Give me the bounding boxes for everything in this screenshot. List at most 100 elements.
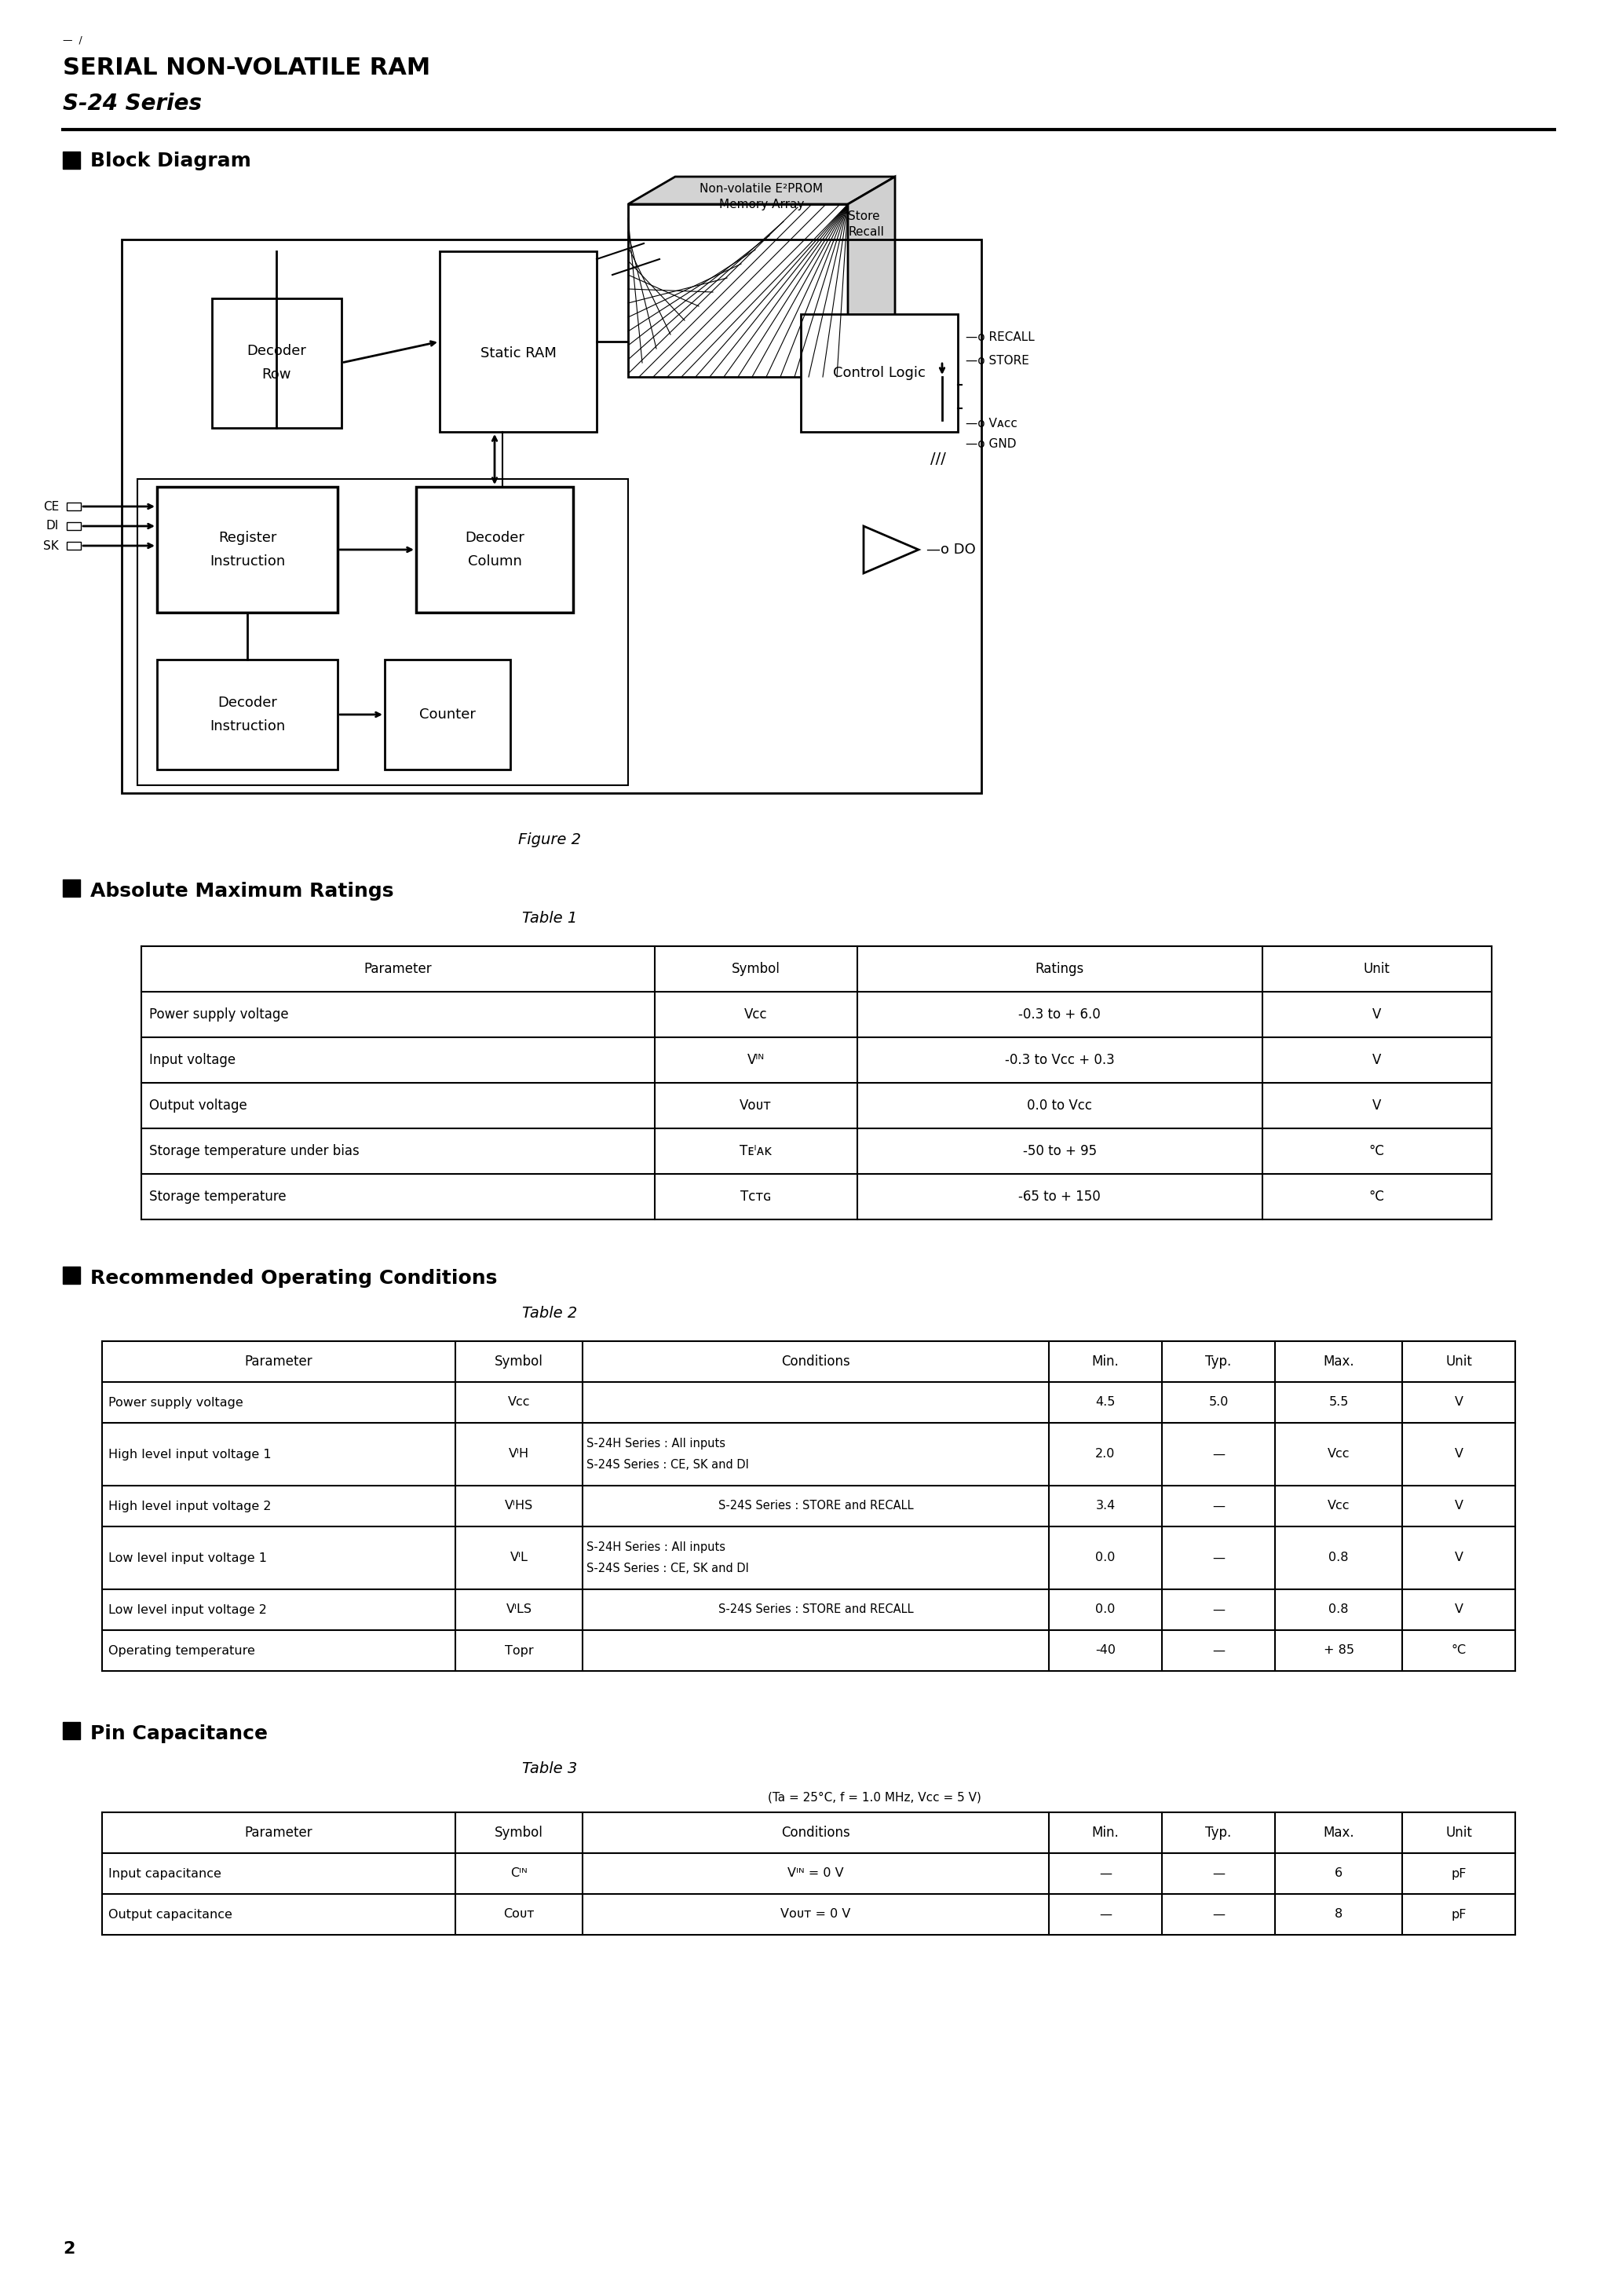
Text: Vᴄᴄ: Vᴄᴄ [1327,1449,1350,1460]
Text: 6: 6 [1335,1867,1343,1880]
Text: Vᴵᴺ = 0 V: Vᴵᴺ = 0 V [788,1867,843,1880]
Text: 0.0: 0.0 [1095,1552,1116,1564]
Text: Recall: Recall [848,225,884,239]
Text: 0.8: 0.8 [1328,1552,1348,1564]
Text: 4.5: 4.5 [1095,1396,1116,1407]
Text: —: — [1212,1552,1225,1564]
Bar [122,239,981,792]
Text: 5.5: 5.5 [1328,1396,1348,1407]
Text: 3.4: 3.4 [1095,1499,1116,1513]
Text: Cᴏᴜᴛ: Cᴏᴜᴛ [503,1908,535,1919]
Bar [417,487,573,613]
Polygon shape [848,177,895,377]
Bar [63,879,79,898]
Text: S-24H Series : All inputs: S-24H Series : All inputs [587,1437,725,1449]
Text: Input capacitance: Input capacitance [109,1867,221,1880]
Text: (Ta = 25°C, f = 1.0 MHz, Vᴄᴄ = 5 V): (Ta = 25°C, f = 1.0 MHz, Vᴄᴄ = 5 V) [767,1791,981,1802]
Text: 2: 2 [63,2241,75,2257]
Text: Vᴄᴄ: Vᴄᴄ [508,1396,530,1407]
Text: Low level input voltage 1: Low level input voltage 1 [109,1552,268,1564]
Text: Min.: Min. [1092,1355,1119,1368]
Bar [67,542,81,549]
Text: —: — [1212,1499,1225,1513]
Text: -0.3 to + 6.0: -0.3 to + 6.0 [1019,1008,1101,1022]
Text: Max.: Max. [1324,1355,1354,1368]
Text: Power supply voltage: Power supply voltage [149,1008,289,1022]
Text: Recommended Operating Conditions: Recommended Operating Conditions [91,1270,498,1288]
Text: Parameter: Parameter [245,1355,313,1368]
Text: VᴵH: VᴵH [509,1449,529,1460]
Text: High level input voltage 1: High level input voltage 1 [109,1449,271,1460]
Text: VᴵLS: VᴵLS [506,1605,532,1616]
Text: V: V [1372,1097,1382,1114]
Text: 0.8: 0.8 [1328,1605,1348,1616]
Text: Unit: Unit [1445,1355,1473,1368]
Text: —: — [1100,1867,1111,1880]
Text: S-24S Series : STORE and RECALL: S-24S Series : STORE and RECALL [719,1499,913,1513]
Text: -40: -40 [1095,1644,1116,1655]
Text: Block Diagram: Block Diagram [91,152,251,170]
Text: Table 2: Table 2 [522,1306,577,1320]
Text: 0.0: 0.0 [1095,1605,1116,1616]
Text: Control Logic: Control Logic [834,365,926,381]
Text: Output voltage: Output voltage [149,1097,247,1114]
Text: —o GND: —o GND [965,439,1017,450]
Text: —o STORE: —o STORE [965,356,1028,367]
Text: Unit: Unit [1364,962,1390,976]
Text: -65 to + 150: -65 to + 150 [1019,1189,1101,1203]
Text: V: V [1455,1499,1463,1513]
Text: V: V [1455,1396,1463,1407]
Polygon shape [863,526,918,574]
Text: Low level input voltage 2: Low level input voltage 2 [109,1605,268,1616]
Text: VᴵL: VᴵL [509,1552,527,1564]
Text: V: V [1455,1605,1463,1616]
Text: High level input voltage 2: High level input voltage 2 [109,1499,271,1513]
Text: Typ.: Typ. [1205,1825,1231,1839]
Text: S-24H Series : All inputs: S-24H Series : All inputs [587,1543,725,1554]
Text: Vᴄᴄ: Vᴄᴄ [1327,1499,1350,1513]
Text: S-24S Series : STORE and RECALL: S-24S Series : STORE and RECALL [719,1605,913,1616]
Text: Non-volatile E²PROM: Non-volatile E²PROM [699,184,824,195]
Text: Parameter: Parameter [363,962,431,976]
Text: Storage temperature under bias: Storage temperature under bias [149,1143,360,1157]
Text: —: — [1212,1644,1225,1655]
Text: Conditions: Conditions [782,1355,850,1368]
Text: Ratings: Ratings [1035,962,1083,976]
Text: Register: Register [217,530,276,544]
Text: —: — [1212,1908,1225,1919]
Text: -50 to + 95: -50 to + 95 [1022,1143,1096,1157]
Bar [440,250,597,432]
Text: Instruction: Instruction [209,719,285,732]
Text: Column: Column [467,553,522,569]
Text: Typ.: Typ. [1205,1355,1231,1368]
Text: °C: °C [1452,1644,1466,1655]
Text: Table 3: Table 3 [522,1761,577,1777]
Text: Tᴏpr: Tᴏpr [504,1644,534,1655]
Text: Symbol: Symbol [495,1355,543,1368]
Text: Table 1: Table 1 [522,912,577,925]
Text: —o DO: —o DO [926,542,976,556]
Text: pF: pF [1452,1908,1466,1919]
Text: S-24S Series : CE, SK and DI: S-24S Series : CE, SK and DI [587,1458,749,1469]
Bar [157,659,337,769]
Text: 2.0: 2.0 [1095,1449,1116,1460]
Text: Vᴏᴜᴛ = 0 V: Vᴏᴜᴛ = 0 V [780,1908,852,1919]
Text: SERIAL NON-VOLATILE RAM: SERIAL NON-VOLATILE RAM [63,57,430,80]
Text: Operating temperature: Operating temperature [109,1644,255,1655]
Text: SK: SK [44,540,58,551]
Bar [628,204,848,377]
Text: Figure 2: Figure 2 [517,833,581,847]
Text: —: — [1100,1908,1111,1919]
Text: —o RECALL: —o RECALL [965,331,1035,344]
Text: —o Vᴀᴄᴄ: —o Vᴀᴄᴄ [965,418,1017,429]
Text: Store: Store [848,211,879,223]
Text: Decoder: Decoder [247,344,307,358]
Text: 8: 8 [1335,1908,1343,1919]
Text: Counter: Counter [420,707,475,721]
Bar [63,1267,79,1283]
Text: —: — [1212,1605,1225,1616]
Bar [801,315,959,432]
Text: Power supply voltage: Power supply voltage [109,1396,243,1407]
Polygon shape [628,177,895,204]
Text: 0.0 to Vᴄᴄ: 0.0 to Vᴄᴄ [1027,1097,1092,1114]
